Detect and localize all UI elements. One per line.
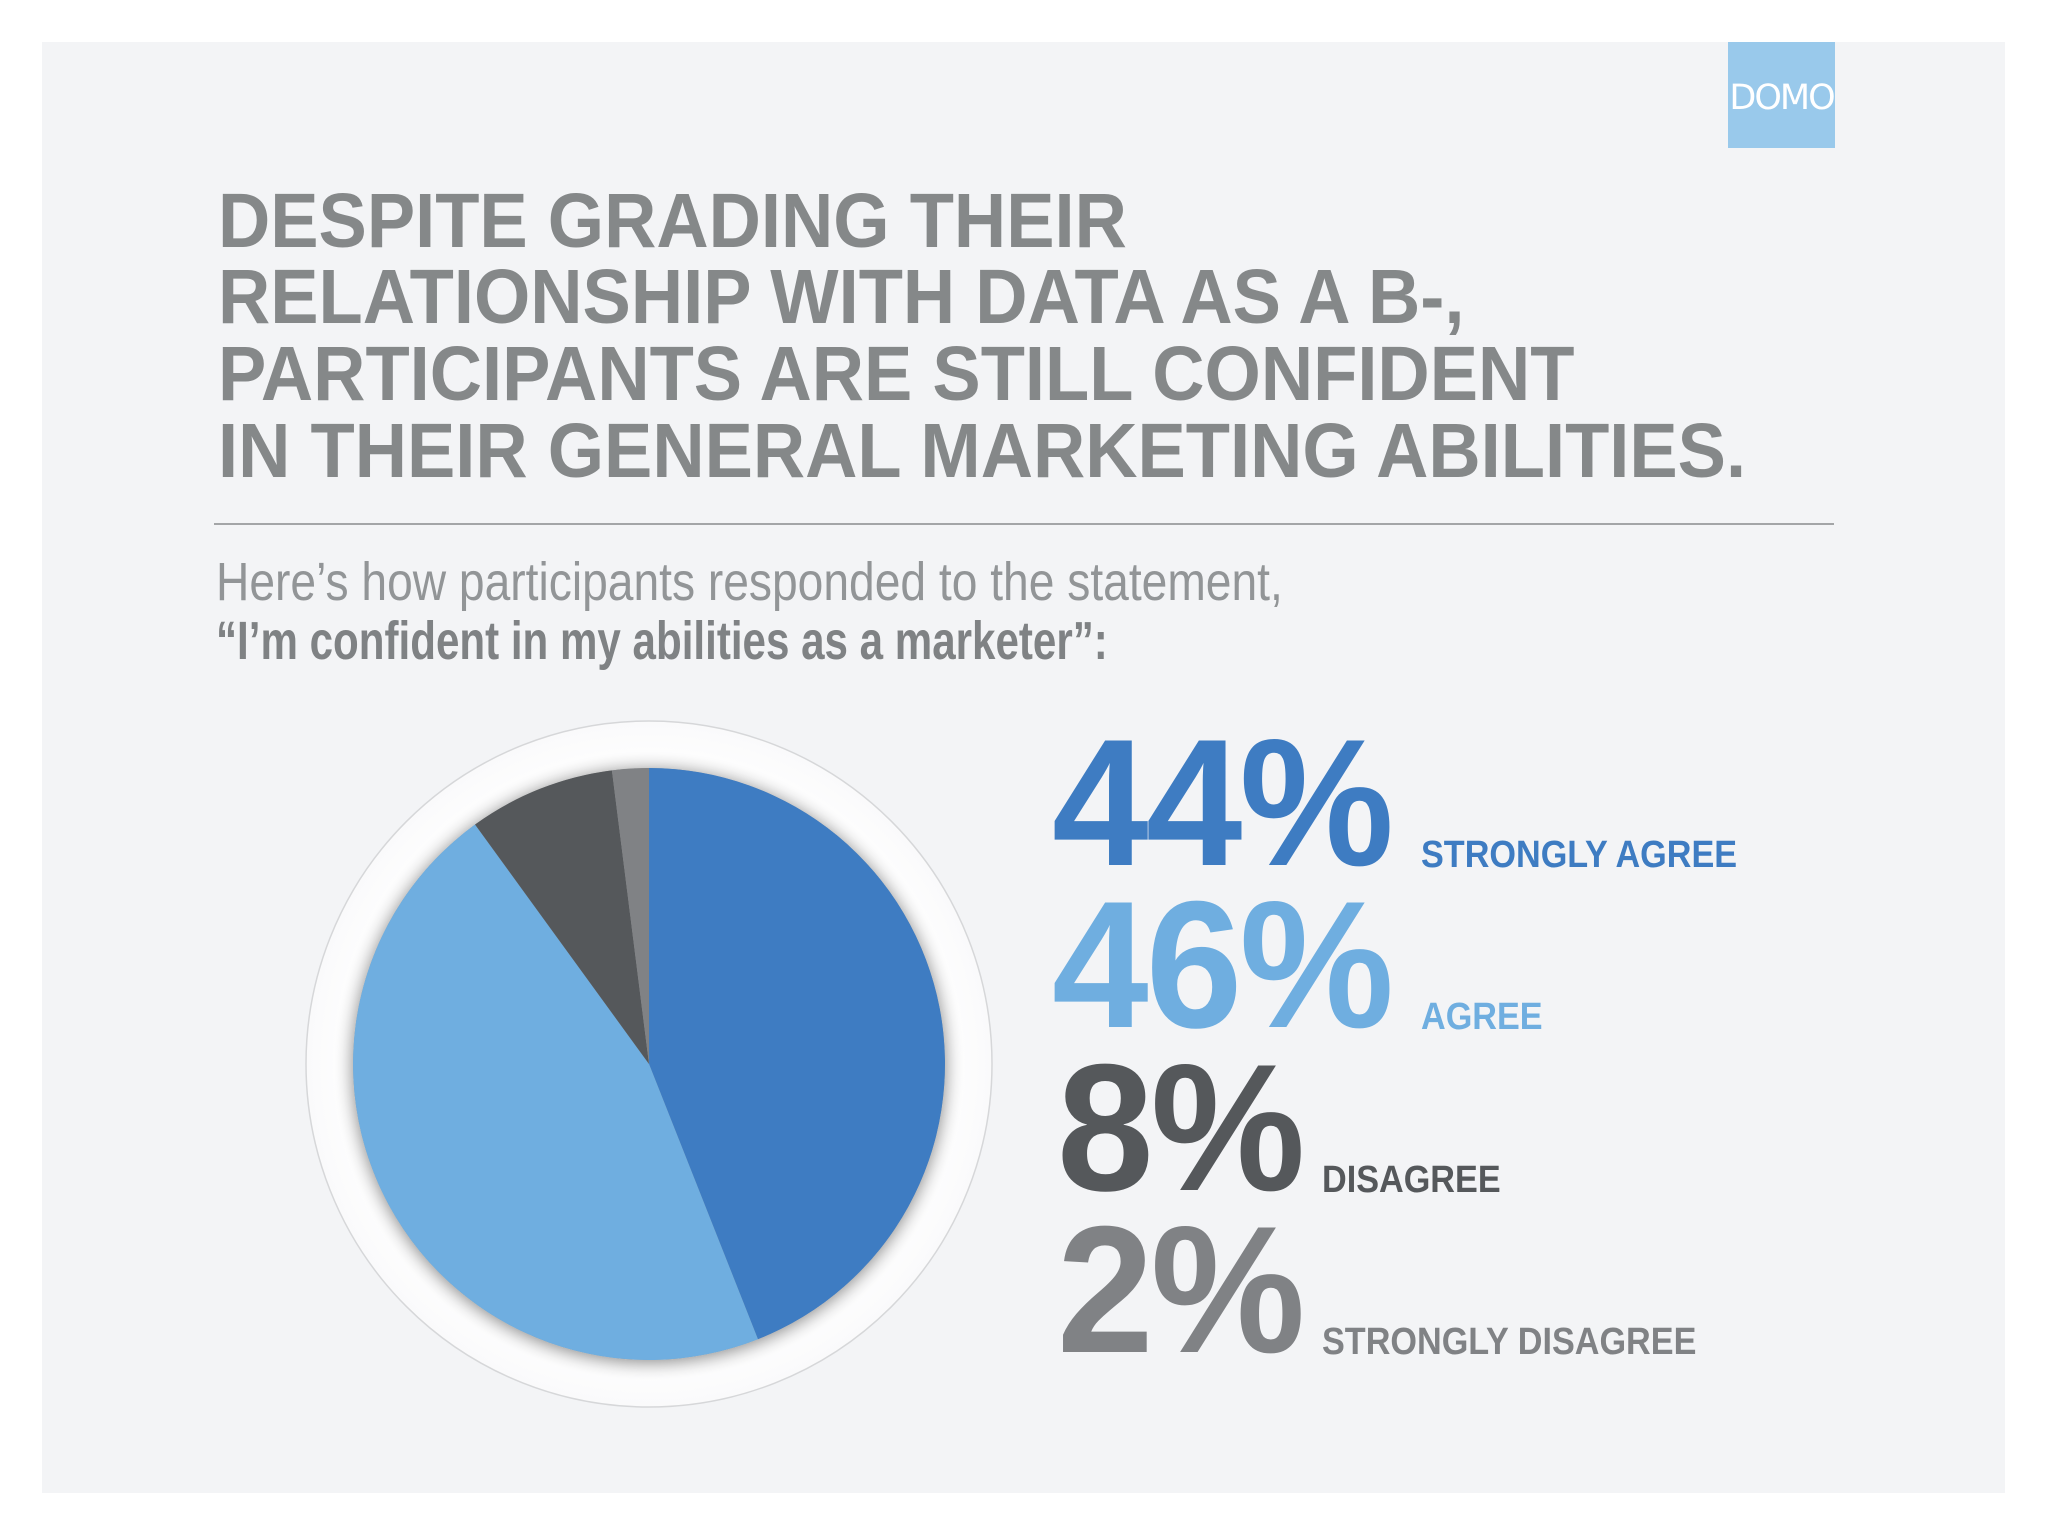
stat-label: STRONGLY AGREE <box>1421 834 1738 876</box>
stat-value: 2% <box>1057 1189 1305 1391</box>
subtitle-statement: “I’m confident in my abilities as a mark… <box>216 611 1108 671</box>
headline-line-1: DESPITE GRADING THEIR <box>218 178 1127 264</box>
stat-value: 8% <box>1057 1027 1305 1229</box>
headline-line-3: PARTICIPANTS ARE STILL CONFIDENT <box>218 331 1575 417</box>
headline-line-2: RELATIONSHIP WITH DATA AS A B-, <box>218 254 1465 340</box>
domo-logo: DOMO <box>1728 42 1835 148</box>
stat-label: AGREE <box>1421 996 1543 1038</box>
stat-label: STRONGLY DISAGREE <box>1322 1321 1697 1363</box>
stat-label: DISAGREE <box>1322 1159 1501 1201</box>
headline-line-4: IN THEIR GENERAL MARKETING ABILITIES. <box>218 408 1747 494</box>
stat-value: 44% <box>1052 702 1394 904</box>
logo-text: DOMO <box>1729 78 1835 118</box>
subtitle-intro: Here’s how participants responded to the… <box>216 552 1283 612</box>
stat-value: 46% <box>1052 864 1394 1066</box>
divider <box>214 523 1834 525</box>
